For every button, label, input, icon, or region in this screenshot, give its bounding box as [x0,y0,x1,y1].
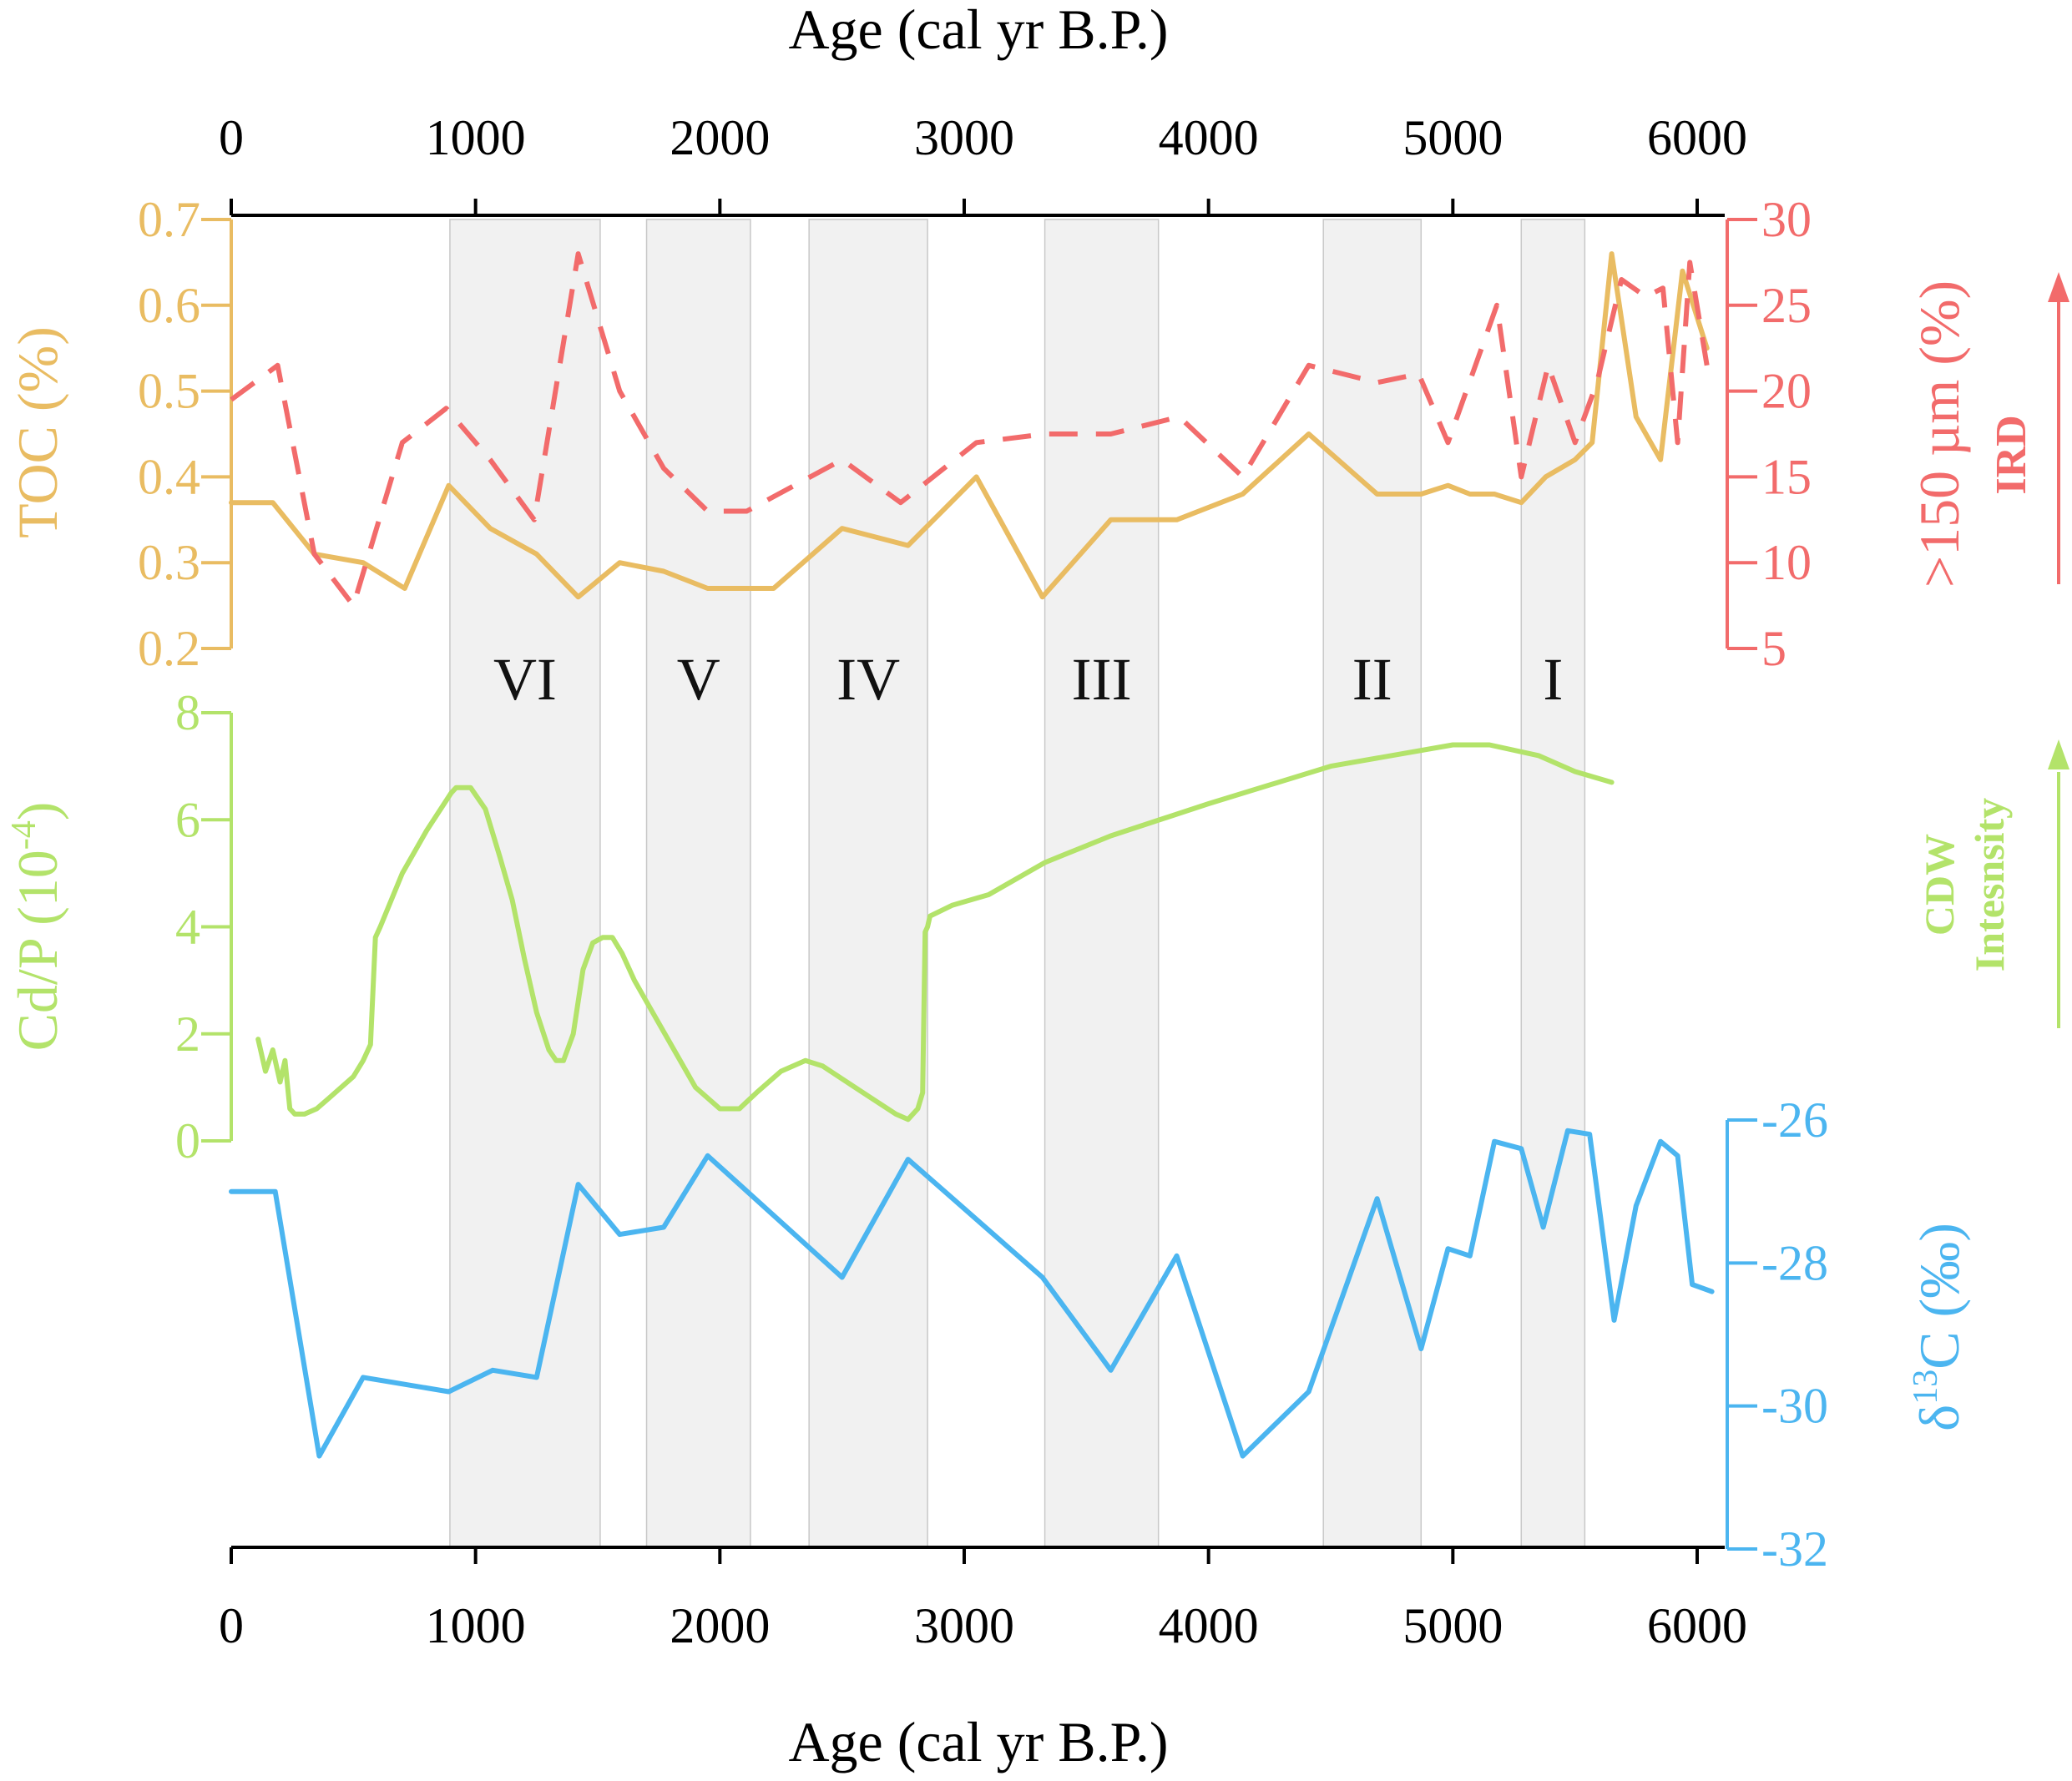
x-tick-label-top: 2000 [670,110,770,165]
zone-bands: VI V IV III II I [449,219,1586,1548]
toc-tick-label: 0.5 [138,364,200,419]
toc-tick-label: 0.3 [138,535,200,590]
toc-tick-label: 0.4 [138,449,200,504]
ird-tick-label: 10 [1761,535,1812,590]
zone-label-III: III [1072,646,1132,713]
ird-tick-label: 25 [1761,278,1812,333]
zone-label-II: II [1352,646,1392,713]
d13c-axis-title-pre: δ [1908,1405,1971,1431]
cdp-axis-title-end: ) [6,802,69,821]
ird-arrow-label: IRD [1988,415,2035,494]
cdp-axis-title-sup: -4 [5,820,43,850]
d13c-tick-label: -28 [1761,1235,1828,1290]
cdw-arrow-label-line2: Intesnsity [1966,798,2013,971]
ird-tick-label: 15 [1761,449,1812,504]
x-tick-label-top: 3000 [914,110,1014,165]
d13c-tick-label: -30 [1761,1379,1828,1434]
ird-tick-label: 20 [1761,364,1812,419]
zone-label-VI: VI [493,646,557,713]
zone-band-IV [808,219,928,1548]
zone-band-I [1520,219,1586,1548]
x-tick-label-bottom: 2000 [670,1598,770,1653]
d13c-tick-label: -26 [1761,1092,1828,1148]
toc-tick-label: 0.6 [138,278,200,333]
cdw-arrow: CDW Intesnsity [1916,739,2069,1028]
ird-arrow: IRD [1988,272,2069,584]
d13c-tick-label: -32 [1761,1521,1828,1577]
cdp-tick-label: 0 [175,1113,200,1168]
x-tick-label-bottom: 0 [219,1598,244,1653]
x-axis-title-top: Age (cal yr B.P.) [788,0,1168,61]
cdp-axis-title: Cd/P (10-4) [5,802,69,1052]
zone-label-V: V [677,646,720,713]
x-tick-label-top: 4000 [1159,110,1259,165]
ird-arrow-head [2048,272,2069,302]
cdp-tick-label: 2 [175,1007,200,1062]
x-tick-label-top: 1000 [426,110,526,165]
series [229,251,1715,1459]
toc-tick-label: 0.7 [138,192,200,247]
x-tick-label-bottom: 5000 [1402,1598,1503,1653]
d13c-axis-title: δ13C (‰) [1907,1223,1971,1431]
cdp-axis-title-main: Cd/P (10 [6,850,69,1051]
cdw-arrow-head [2048,739,2069,769]
cdp-tick-label: 4 [175,900,200,955]
x-tick-label-top: 0 [219,110,244,165]
x-tick-label-bottom: 4000 [1159,1598,1259,1653]
zone-band-II [1322,219,1423,1548]
cdw-arrow-label-line1: CDW [1916,834,1963,936]
d13c-axis-title-post: C (‰) [1908,1223,1971,1370]
zone-band-III [1044,219,1160,1548]
x-tick-label-bottom: 6000 [1647,1598,1747,1653]
zone-band-V [645,219,751,1548]
x-tick-label-top: 6000 [1647,110,1747,165]
ird-axis-title: >150 µm (%) [1908,280,1971,588]
cdp-tick-label: 8 [175,685,200,740]
x-tick-label-bottom: 1000 [426,1598,526,1653]
cdp-tick-label: 6 [175,792,200,847]
toc-tick-label: 0.2 [138,621,200,676]
ird-tick-label: 30 [1761,192,1812,247]
ticks: 0010001000200020003000300040004000500050… [138,110,1828,1653]
zone-label-IV: IV [836,646,900,713]
toc-axis-title: TOC (%) [6,326,69,538]
x-tick-label-bottom: 3000 [914,1598,1014,1653]
d13c-axis-title-sup: 13 [1907,1370,1945,1405]
zone-label-I: I [1543,646,1563,713]
x-axis-title-bottom: Age (cal yr B.P.) [788,1710,1168,1773]
x-tick-label-top: 5000 [1402,110,1503,165]
ird-tick-label: 5 [1761,621,1786,676]
zone-band-VI [449,219,601,1548]
